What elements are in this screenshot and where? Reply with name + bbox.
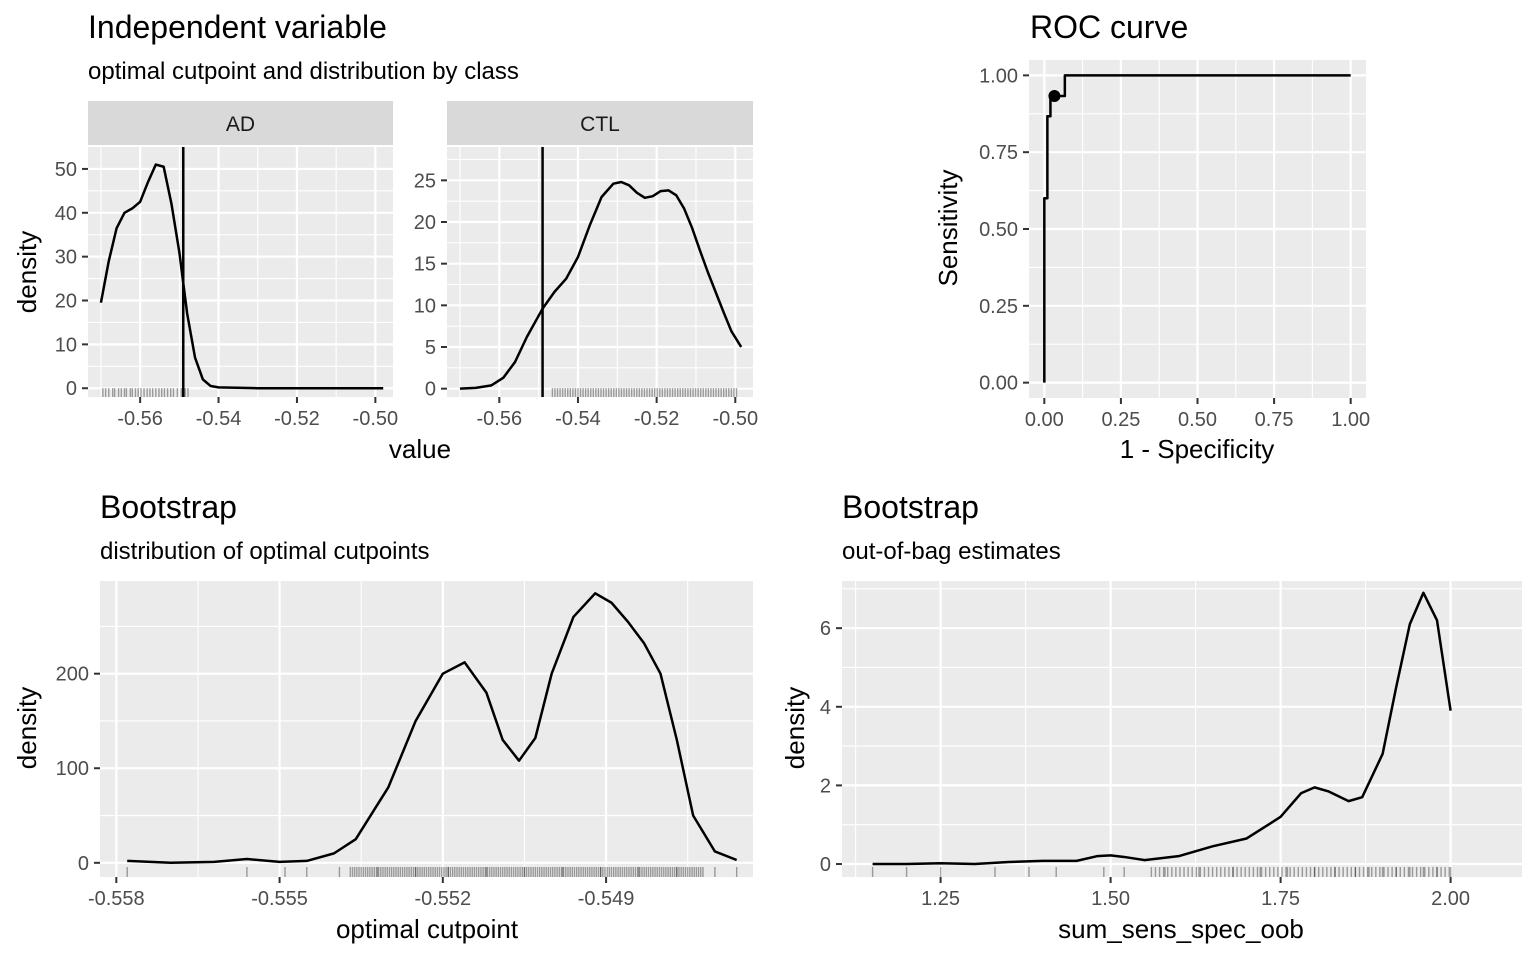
bootstrap-oob-panel: 1.25 1.50 1.75 2.00 0 2 4 6 — [820, 581, 1522, 910]
y-tick-label: 0 — [66, 378, 77, 400]
x-axis-title-cutpoint: optimal cutpoint — [336, 914, 519, 944]
chart-subtitle-independent: optimal cutpoint and distribution by cla… — [88, 58, 519, 85]
facet-strip-ad — [88, 101, 393, 145]
bootstrap-cutpoint-background — [100, 581, 753, 877]
y-tick-label: 25 — [414, 170, 436, 192]
facet-panel-ad: AD -0.56 -0.54 -0.52 -0.50 0 10 20 30 40 50 — [55, 101, 398, 430]
x-tick-label: 1.50 — [1091, 888, 1130, 910]
y-tick-label: 6 — [820, 618, 831, 640]
roc-curve-line — [1043, 74, 1351, 383]
chart-title-independent: Independent variable — [88, 9, 387, 45]
chart-title-bootstrap-oob: Bootstrap — [842, 489, 979, 525]
x-tick-label: -0.50 — [713, 408, 759, 430]
x-tick-label: 0.00 — [1025, 409, 1064, 431]
density-curve-ctl — [459, 180, 743, 390]
x-tick-label: 1.25 — [921, 888, 960, 910]
y-tick-label: 1.00 — [979, 65, 1018, 87]
facet-strip-label-ctl: CTL — [580, 113, 620, 136]
facet-panel-ctl: CTL -0.56 -0.54 -0.52 -0.50 0 5 10 15 20 25 — [414, 101, 758, 430]
y-axis-title-roc: Sensitivity — [933, 169, 963, 286]
chart-subtitle-bootstrap-oob: out-of-bag estimates — [842, 538, 1061, 565]
y-tick-label: 0.50 — [979, 219, 1018, 241]
x-tick-label: -0.52 — [634, 408, 680, 430]
x-tick-label: -0.50 — [353, 408, 399, 430]
y-tick-label: 0.75 — [979, 142, 1018, 164]
x-tick-label: -0.549 — [578, 888, 635, 910]
bootstrap-cutpoint-density-curve — [127, 592, 738, 865]
x-tick-label: -0.56 — [477, 408, 523, 430]
x-tick-label: -0.54 — [555, 408, 601, 430]
x-tick-label: -0.54 — [196, 408, 242, 430]
x-tick-label: -0.56 — [117, 408, 163, 430]
x-tick-label: -0.555 — [251, 888, 308, 910]
y-tick-label: 0 — [820, 854, 831, 876]
y-tick-label: 50 — [55, 159, 77, 181]
x-tick-label: 0.75 — [1255, 409, 1294, 431]
y-tick-label: 2 — [820, 775, 831, 797]
y-tick-label: 100 — [56, 758, 89, 780]
facet-strip-label-ad: AD — [226, 113, 255, 136]
y-tick-label: 4 — [820, 697, 831, 719]
bootstrap-oob-density-curve — [872, 591, 1452, 866]
chart-title-bootstrap-cutpoints: Bootstrap — [100, 489, 237, 525]
x-tick-label: 0.25 — [1101, 409, 1140, 431]
density-curve-ad — [99, 163, 384, 390]
facet-ad-background — [88, 147, 393, 397]
y-tick-label: 0.00 — [979, 373, 1018, 395]
y-tick-label: 5 — [425, 337, 436, 359]
y-tick-label: 20 — [55, 291, 77, 313]
bootstrap-oob-background — [842, 581, 1522, 877]
optimal-point-marker — [1048, 89, 1061, 102]
y-tick-label: 0.25 — [979, 296, 1018, 318]
x-axis-title-roc: 1 - Specificity — [1120, 434, 1275, 464]
facet-strip-ctl — [447, 101, 753, 145]
x-tick-label: -0.558 — [88, 888, 145, 910]
x-tick-label: 2.00 — [1431, 888, 1470, 910]
y-axis-title-density-bl: density — [12, 687, 42, 769]
bootstrap-cutpoint-panel: -0.558 -0.555 -0.552 -0.549 0 100 200 — [56, 581, 753, 910]
y-axis-title-density-top: density — [12, 231, 42, 313]
chart-title-roc: ROC curve — [1030, 9, 1188, 45]
y-tick-label: 200 — [56, 664, 89, 686]
y-tick-label: 20 — [414, 212, 436, 234]
y-tick-label: 0 — [78, 853, 89, 875]
y-tick-label: 40 — [55, 203, 77, 225]
x-tick-label: -0.52 — [274, 408, 320, 430]
facet-ctl-background — [447, 147, 753, 397]
x-axis-title-value: value — [389, 434, 451, 464]
y-tick-label: 10 — [414, 295, 436, 317]
y-tick-label: 15 — [414, 254, 436, 276]
chart-subtitle-bootstrap-cutpoints: distribution of optimal cutpoints — [100, 538, 430, 565]
x-axis-title-oob: sum_sens_spec_oob — [1058, 914, 1304, 944]
y-tick-label: 30 — [55, 247, 77, 269]
x-tick-label: 1.75 — [1261, 888, 1300, 910]
roc-panel: 0.00 0.25 0.50 0.75 1.00 0.00 0.25 0.50 0.75 1.00 — [979, 60, 1370, 431]
x-tick-label: -0.552 — [414, 888, 471, 910]
x-tick-label: 1.00 — [1331, 409, 1370, 431]
y-tick-label: 0 — [425, 379, 436, 401]
x-tick-label: 0.50 — [1178, 409, 1217, 431]
y-tick-label: 10 — [55, 334, 77, 356]
y-axis-title-density-br: density — [780, 687, 810, 769]
